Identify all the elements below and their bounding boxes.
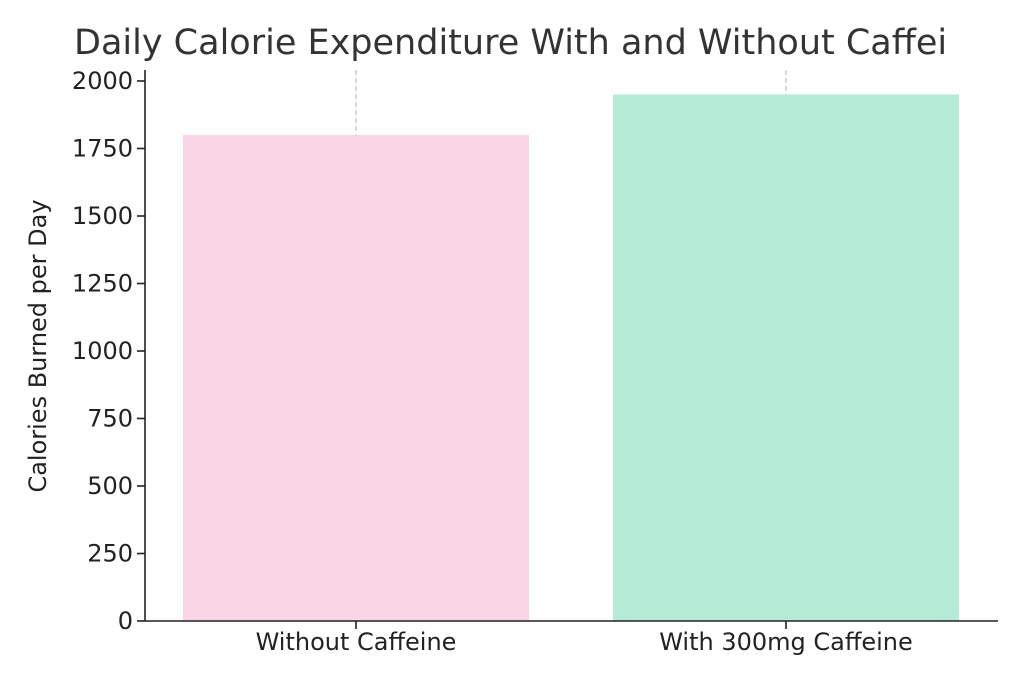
y-tick-label: 1500: [72, 202, 133, 230]
y-tick-label: 500: [87, 472, 133, 500]
x-tick-label: Without Caffeine: [256, 628, 457, 656]
axes: [144, 70, 998, 622]
y-tick-label: 2000: [72, 67, 133, 95]
y-tick-label: 1000: [72, 337, 133, 365]
y-axis-label: Calories Burned per Day: [24, 199, 52, 492]
bar-without-caffeine: [183, 135, 529, 621]
bars: [183, 94, 959, 621]
y-tick-label: 1750: [72, 135, 133, 163]
y-tick-label: 250: [87, 540, 133, 568]
y-axis-ticks: 0 250 500 750 1000 1250 1500 1750 2000: [72, 67, 145, 635]
x-tick-label: With 300mg Caffeine: [659, 628, 913, 656]
y-tick-label: 0: [118, 607, 133, 635]
bar-with-300mg-caffeine: [613, 94, 959, 621]
y-tick-label: 1250: [72, 270, 133, 298]
y-tick-label: 750: [87, 405, 133, 433]
chart-title: Daily Calorie Expenditure With and Witho…: [74, 23, 947, 63]
x-axis-ticks: Without Caffeine With 300mg Caffeine: [256, 621, 913, 656]
